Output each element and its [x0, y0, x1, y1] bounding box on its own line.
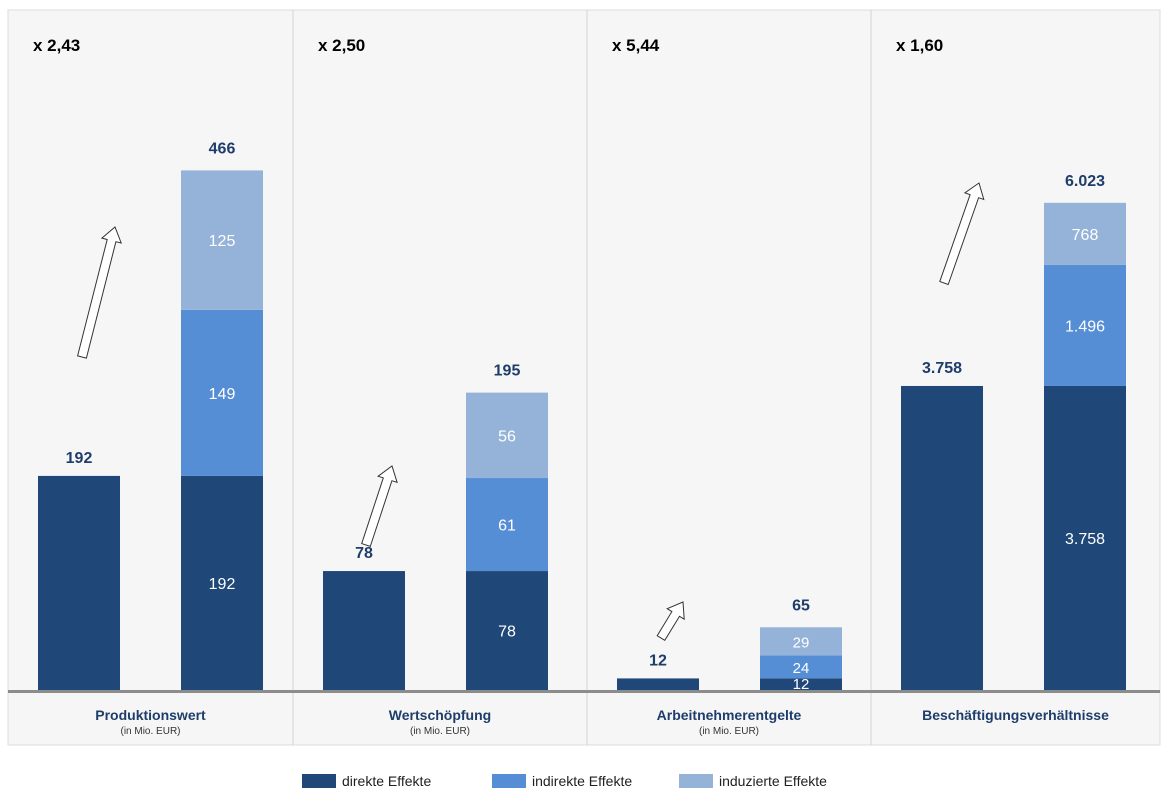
segment-value-label: 24 [793, 660, 810, 677]
induced-effect-segment [466, 392, 548, 479]
segment-value-label: 768 [1072, 227, 1099, 244]
category-label: Arbeitnehmerentgelte [657, 707, 802, 723]
segment-value-label: 1.496 [1065, 318, 1105, 335]
legend-swatch-induced [679, 774, 713, 788]
direct-effect-segment [1044, 385, 1126, 690]
chart-panel-background [7, 9, 1161, 746]
segment-value-label: 61 [498, 518, 516, 535]
legend-swatch-indirect [492, 774, 526, 788]
growth-arrow-icon [656, 601, 685, 641]
category-label: Produktionswert [95, 707, 206, 723]
direct-effect-bar [901, 385, 983, 690]
legend-label-direct: direkte Effekte [342, 773, 431, 789]
direct-effect-segment [760, 678, 842, 690]
segment-value-label: 3.758 [1065, 531, 1105, 548]
unit-label: (in Mio. EUR) [120, 726, 180, 737]
induced-effect-segment [760, 627, 842, 656]
segment-value-label: 29 [793, 634, 810, 651]
legend-swatch-direct [302, 774, 336, 788]
legend-label-indirect: indirekte Effekte [532, 773, 632, 789]
segment-value-label: 12 [793, 676, 810, 693]
indirect-effect-segment [466, 478, 548, 572]
indirect-effect-segment [181, 309, 263, 476]
category-label: Wertschöpfung [389, 707, 491, 723]
growth-arrow-icon [76, 226, 123, 359]
unit-label: (in Mio. EUR) [699, 726, 759, 737]
multiplier-label: x 1,60 [896, 36, 943, 55]
direct-total-label: 192 [66, 450, 93, 467]
multiplier-label: x 5,44 [612, 36, 660, 55]
legend-label-induced: induzierte Effekte [719, 773, 827, 789]
direct-total-label: 78 [355, 545, 373, 562]
growth-arrow-icon [939, 182, 985, 286]
indirect-effect-segment [1044, 264, 1126, 386]
stack-total-label: 6.023 [1065, 173, 1105, 190]
direct-effect-segment [466, 571, 548, 690]
segment-value-label: 125 [209, 233, 236, 250]
segment-value-label: 149 [209, 386, 236, 403]
unit-label: (in Mio. EUR) [410, 726, 470, 737]
induced-effect-segment [1044, 202, 1126, 265]
stack-total-label: 195 [494, 363, 521, 380]
direct-effect-bar [38, 475, 120, 690]
direct-effect-bar [617, 678, 699, 690]
category-label: Beschäftigungsverhältnisse [922, 707, 1109, 723]
segment-value-label: 56 [498, 428, 516, 445]
direct-effect-segment [181, 475, 263, 690]
direct-effect-bar [323, 571, 405, 690]
segment-value-label: 192 [209, 576, 236, 593]
stack-total-label: 466 [209, 140, 236, 157]
induced-effect-segment [181, 170, 263, 310]
segment-value-label: 78 [498, 624, 516, 641]
multiplier-label: x 2,43 [33, 36, 80, 55]
growth-arrow-icon [361, 465, 398, 548]
direct-total-label: 12 [649, 652, 667, 669]
stack-total-label: 65 [792, 597, 810, 614]
x-axis-baseline [8, 690, 1160, 693]
direct-total-label: 3.758 [922, 360, 962, 377]
multiplier-label: x 2,50 [318, 36, 365, 55]
indirect-effect-segment [760, 655, 842, 679]
